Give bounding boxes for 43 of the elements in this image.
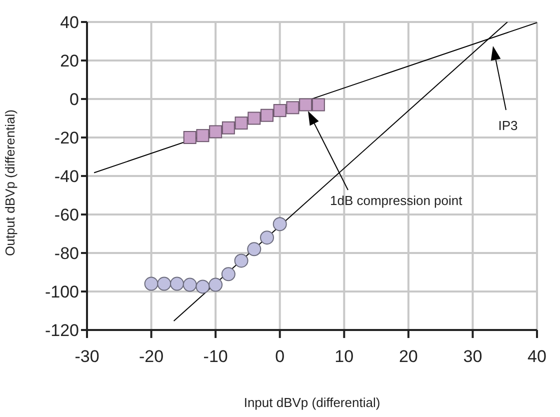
point [221, 267, 236, 282]
point [286, 101, 300, 114]
point [273, 104, 286, 118]
point [260, 230, 274, 245]
point [222, 121, 235, 134]
point [196, 129, 210, 142]
point [272, 217, 287, 232]
x-tick-label: -10 [203, 347, 228, 366]
y-tick-label: -60 [54, 206, 79, 225]
point [182, 278, 197, 292]
point [248, 112, 261, 125]
y-axis-title: Output dBVp (differential) [2, 110, 18, 256]
y-tick-label: 20 [60, 52, 79, 71]
point [170, 276, 184, 291]
y-tick-label: 40 [60, 13, 79, 32]
point [144, 276, 158, 291]
point [247, 242, 262, 256]
point [196, 280, 210, 294]
y-tick-label: -40 [54, 167, 79, 186]
x-tick-label: -30 [74, 347, 100, 366]
y-tick-label: -100 [44, 282, 79, 302]
x-tick-label: 20 [398, 347, 418, 366]
point [299, 98, 312, 112]
point [234, 254, 248, 268]
x-tick-label: -20 [138, 347, 164, 366]
point [234, 116, 248, 130]
y-tick-label: 0 [70, 90, 79, 110]
point [208, 278, 223, 292]
x-tick-label: 40 [528, 347, 546, 366]
point [209, 125, 222, 138]
annotation: 1dB compression point [330, 193, 463, 208]
x-tick-label: 10 [334, 347, 354, 366]
y-tick-label: -20 [54, 128, 79, 148]
point [183, 131, 196, 144]
x-axis-title: Input dBVp (differential) [244, 395, 380, 410]
x-tick-label: 30 [463, 347, 482, 366]
y-tick-label: -120 [44, 321, 79, 340]
point [312, 98, 325, 112]
point [260, 108, 274, 122]
point [157, 276, 172, 291]
y-tick-label: -80 [54, 244, 79, 264]
annotation: IP3 [498, 118, 518, 133]
x-tick-label: 0 [275, 347, 285, 366]
